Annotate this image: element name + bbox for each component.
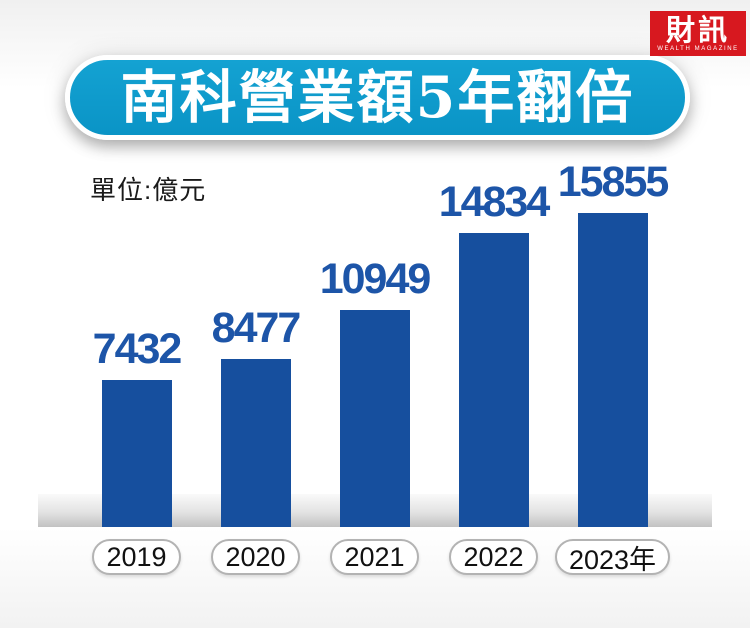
bar-2019 (101, 380, 172, 527)
bar-column-2019: 7432 (77, 328, 196, 527)
logo-subtitle: WEALTH MAGAZINE (657, 46, 739, 52)
x-axis-label-cell: 2020 (196, 539, 315, 575)
bar-value-label: 7432 (92, 325, 183, 373)
unit-label: 單位:億元 (90, 175, 207, 205)
bar-value-label: 10949 (319, 255, 432, 303)
bar-column-2022: 14834 (434, 181, 553, 527)
bar-2023年 (577, 213, 648, 527)
x-axis-labels: 2019 2020 2021 2022 2023年 (77, 539, 672, 575)
bar-chart: 7432 8477 10949 14834 15855 (77, 147, 672, 527)
x-axis-label-cell: 2021 (315, 539, 434, 575)
bar-column-2020: 8477 (196, 307, 315, 527)
year-pill-2021: 2021 (330, 539, 419, 575)
x-axis-label-cell: 2022 (434, 539, 553, 575)
year-pill-2022: 2022 (449, 539, 538, 575)
chart-title: 南科營業額5年翻倍 (120, 64, 635, 131)
bar-value-label: 14834 (438, 178, 551, 226)
chart-title-banner: 南科營業額5年翻倍 (65, 55, 690, 140)
bar-2020 (220, 359, 291, 527)
year-pill-2023年: 2023年 (554, 539, 671, 575)
bar-2022 (458, 233, 529, 527)
bar-2021 (339, 310, 410, 527)
year-pill-2020: 2020 (211, 539, 300, 575)
x-axis-label-cell: 2019 (77, 539, 196, 575)
x-axis-label-cell: 2023年 (553, 539, 672, 575)
logo-title: 財訊 (665, 13, 730, 47)
wealth-magazine-logo: 財訊 WEALTH MAGAZINE (650, 11, 746, 56)
bar-column-2021: 10949 (315, 258, 434, 527)
year-pill-2019: 2019 (92, 539, 181, 575)
bar-column-2023年: 15855 (553, 161, 672, 527)
bar-value-label: 15855 (557, 158, 670, 206)
bar-value-label: 8477 (211, 304, 302, 352)
